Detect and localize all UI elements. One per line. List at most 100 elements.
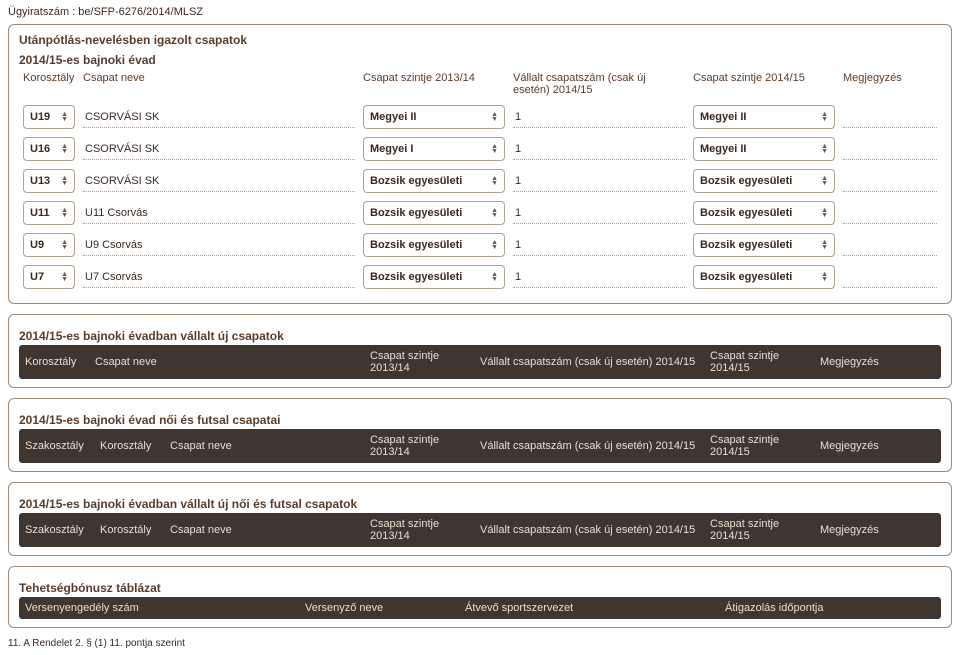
stepper-arrows-icon[interactable]: ▲▼: [491, 272, 498, 282]
panel-title: 2014/15-es bajnoki évadban vállalt új cs…: [19, 329, 941, 343]
panel-title: Utánpótlás-nevelésben igazolt csapatok: [19, 33, 941, 47]
level-1415-stepper[interactable]: Bozsik egyesületi ▲▼: [693, 169, 835, 193]
stepper-value: Megyei I: [370, 143, 487, 155]
stepper-arrows-icon[interactable]: ▲▼: [61, 176, 68, 186]
level-1314-stepper[interactable]: Bozsik egyesületi ▲▼: [363, 233, 505, 257]
count-field[interactable]: 1: [513, 138, 685, 160]
stepper-arrows-icon[interactable]: ▲▼: [821, 144, 828, 154]
stepper-value: U9: [30, 239, 57, 251]
panel-registered-teams: Utánpótlás-nevelésben igazolt csapatok 2…: [8, 24, 952, 304]
level-1314-stepper[interactable]: Megyei II ▲▼: [363, 105, 505, 129]
level-1314-stepper[interactable]: Bozsik egyesületi▲▼: [363, 265, 505, 289]
stepper-value: Bozsik egyesületi: [370, 175, 487, 187]
stepper-value: U11: [30, 207, 57, 219]
stepper-value: Bozsik egyesületi: [700, 207, 817, 219]
count-field[interactable]: 1: [513, 202, 685, 224]
col-team: Csapat neve: [89, 345, 364, 379]
season-title: 2014/15-es bajnoki évad: [19, 53, 941, 67]
team-name-field[interactable]: U11 Csorvás: [83, 202, 355, 224]
col-note: Megjegyzés: [814, 513, 941, 547]
col-dept: Szakosztály: [19, 513, 94, 547]
col-dept: Szakosztály: [19, 429, 94, 463]
table-row: U16 ▲▼ CSORVÁSI SK Megyei I ▲▼ 1 Megyei II ▲▼: [19, 135, 941, 163]
team-name-field[interactable]: U9 Csorvás: [83, 234, 355, 256]
col-age: Korosztály: [19, 69, 79, 99]
stepper-arrows-icon[interactable]: ▲▼: [491, 240, 498, 250]
age-stepper[interactable]: U16 ▲▼: [23, 137, 75, 161]
stepper-arrows-icon[interactable]: ▲▼: [61, 144, 68, 154]
count-field[interactable]: 1: [513, 106, 685, 128]
stepper-value: Megyei II: [700, 143, 817, 155]
age-stepper[interactable]: U11 ▲▼: [23, 201, 75, 225]
level-1314-stepper[interactable]: Bozsik egyesületi ▲▼: [363, 169, 505, 193]
panel-title: 2014/15-es bajnoki évadban vállalt új nő…: [19, 497, 941, 511]
stepper-arrows-icon[interactable]: ▲▼: [821, 208, 828, 218]
teams-rows: U19▲▼CSORVÁSI SKMegyei II▲▼1Megyei II▲▼U…: [19, 99, 941, 295]
team-name-field[interactable]: U7 Csorvás: [83, 266, 355, 288]
level-1415-stepper[interactable]: Bozsik egyesületi ▲▼: [693, 201, 835, 225]
age-stepper[interactable]: U9 ▲▼: [23, 233, 75, 257]
count-field[interactable]: 1: [513, 234, 685, 256]
stepper-value: Bozsik egyesületi: [700, 239, 817, 251]
level-1314-stepper[interactable]: Bozsik egyesületi▲▼: [363, 201, 505, 225]
level-1415-stepper[interactable]: Bozsik egyesületi▲▼: [693, 265, 835, 289]
case-number: Ügyiratszám : be/SFP-6276/2014/MLSZ: [8, 6, 952, 18]
col-level1314: Csapat szintje 2013/14: [364, 429, 474, 463]
table-row: U11▲▼U11 CsorvásBozsik egyesületi▲▼1Bozs…: [19, 199, 941, 227]
stepper-arrows-icon[interactable]: ▲▼: [821, 240, 828, 250]
col-level1314: Csapat szintje 2013/14: [364, 345, 474, 379]
stepper-value: Megyei II: [700, 111, 817, 123]
stepper-value: Megyei II: [370, 111, 487, 123]
stepper-arrows-icon[interactable]: ▲▼: [61, 240, 68, 250]
col-level1415: Csapat szintje 2014/15: [704, 513, 814, 547]
stepper-value: Bozsik egyesületi: [700, 175, 817, 187]
panel-talent-bonus: Tehetségbónusz táblázat Versenyengedély …: [8, 566, 952, 628]
stepper-value: U7: [30, 271, 57, 283]
stepper-arrows-icon[interactable]: ▲▼: [821, 112, 828, 122]
col-license: Versenyengedély szám: [19, 597, 299, 619]
stepper-value: U19: [30, 111, 57, 123]
team-name-field[interactable]: CSORVÁSI SK: [83, 138, 355, 160]
col-player: Versenyző neve: [299, 597, 459, 619]
table-row: U9 ▲▼ U9 Csorvás Bozsik egyesületi ▲▼ 1 Bozsik…: [19, 231, 941, 259]
stepper-arrows-icon[interactable]: ▲▼: [61, 112, 68, 122]
col-age: Korosztály: [94, 429, 164, 463]
note-field[interactable]: [843, 106, 937, 128]
table-row: U19 ▲▼ CSORVÁSI SK Megyei II ▲▼ 1 Megyei II ▲▼: [19, 103, 941, 131]
stepper-arrows-icon[interactable]: ▲▼: [491, 112, 498, 122]
panel-new-women-futsal: 2014/15-es bajnoki évadban vállalt új nő…: [8, 482, 952, 556]
stepper-arrows-icon[interactable]: ▲▼: [61, 272, 68, 282]
col-note: Megjegyzés: [814, 429, 941, 463]
talent-bonus-header: Versenyengedély szám Versenyző neve Átve…: [19, 597, 941, 619]
level-1415-stepper[interactable]: Megyei II ▲▼: [693, 105, 835, 129]
age-stepper[interactable]: U13▲▼: [23, 169, 75, 193]
stepper-arrows-icon[interactable]: ▲▼: [491, 176, 498, 186]
note-field[interactable]: [843, 170, 937, 192]
stepper-value: U16: [30, 143, 57, 155]
team-name-field[interactable]: CSORVÁSI SK: [83, 170, 355, 192]
stepper-arrows-icon[interactable]: ▲▼: [821, 176, 828, 186]
note-field[interactable]: [843, 202, 937, 224]
stepper-arrows-icon[interactable]: ▲▼: [821, 272, 828, 282]
col-count: Vállalt csapatszám (csak új esetén) 2014…: [509, 69, 689, 99]
teams-header: Korosztály Csapat neve Csapat szintje 20…: [19, 69, 941, 99]
stepper-arrows-icon[interactable]: ▲▼: [491, 144, 498, 154]
age-stepper[interactable]: U7 ▲▼: [23, 265, 75, 289]
level-1314-stepper[interactable]: Megyei I ▲▼: [363, 137, 505, 161]
note-field[interactable]: [843, 234, 937, 256]
count-field[interactable]: 1: [513, 170, 685, 192]
stepper-value: Bozsik egyesületi: [370, 239, 487, 251]
level-1415-stepper[interactable]: Bozsik egyesületi ▲▼: [693, 233, 835, 257]
stepper-arrows-icon[interactable]: ▲▼: [491, 208, 498, 218]
stepper-arrows-icon[interactable]: ▲▼: [61, 208, 68, 218]
level-1415-stepper[interactable]: Megyei II ▲▼: [693, 137, 835, 161]
footnote: 11. A Rendelet 2. § (1) 11. pontja szeri…: [8, 638, 952, 649]
count-field[interactable]: 1: [513, 266, 685, 288]
col-note: Megjegyzés: [839, 69, 941, 99]
age-stepper[interactable]: U19 ▲▼: [23, 105, 75, 129]
women-futsal-header: Szakosztály Korosztály Csapat neve Csapa…: [19, 429, 941, 463]
team-name-field[interactable]: CSORVÁSI SK: [83, 106, 355, 128]
note-field[interactable]: [843, 138, 937, 160]
col-team: Csapat neve: [164, 513, 364, 547]
note-field[interactable]: [843, 266, 937, 288]
